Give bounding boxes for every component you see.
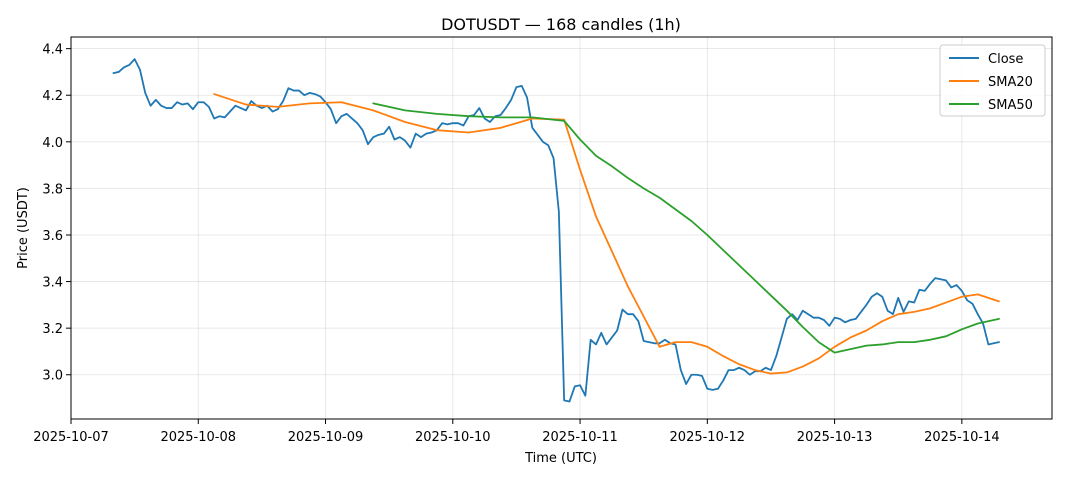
y-tick-label: 3.4 bbox=[42, 276, 63, 291]
legend-label-close: Close bbox=[988, 52, 1023, 67]
y-tick-label: 3.8 bbox=[42, 182, 63, 197]
x-tick-label: 2025-10-08 bbox=[160, 430, 236, 445]
y-axis-title: Price (USDT) bbox=[16, 187, 31, 269]
series-line-sma50 bbox=[372, 102, 1000, 354]
series-line-close bbox=[112, 58, 1000, 403]
plot-frame bbox=[70, 36, 1053, 420]
plot-series bbox=[112, 58, 1000, 403]
chart-title: DOTUSDT — 168 candles (1h) bbox=[441, 15, 681, 34]
x-tick-label: 2025-10-09 bbox=[288, 430, 364, 445]
x-tick-label: 2025-10-13 bbox=[797, 430, 873, 445]
y-tick-label: 4.2 bbox=[42, 89, 63, 104]
x-tick-label: 2025-10-14 bbox=[924, 430, 1000, 445]
y-tick-label: 4.4 bbox=[42, 43, 63, 58]
y-tick-label: 3.2 bbox=[42, 322, 63, 337]
legend-label-sma50: SMA50 bbox=[988, 98, 1033, 113]
x-axis-title: Time (UTC) bbox=[524, 451, 597, 466]
legend: Close SMA20 SMA50 bbox=[939, 44, 1046, 117]
x-axis: 2025-10-07 2025-10-08 2025-10-09 2025-10-10… bbox=[33, 419, 1000, 445]
y-axis: 3.0 3.2 3.4 3.6 3.8 4.0 4.2 4.4 bbox=[42, 43, 71, 384]
x-tick-label: 2025-10-12 bbox=[670, 430, 746, 445]
legend-label-sma20: SMA20 bbox=[988, 75, 1033, 90]
x-tick-label: 2025-10-10 bbox=[415, 430, 491, 445]
legend-box bbox=[939, 44, 1046, 117]
x-tick-label: 2025-10-07 bbox=[33, 430, 109, 445]
y-tick-label: 3.6 bbox=[42, 229, 63, 244]
y-tick-label: 4.0 bbox=[42, 136, 63, 151]
grid bbox=[70, 37, 1052, 419]
series-line-sma20 bbox=[213, 93, 1000, 375]
y-tick-label: 3.0 bbox=[42, 369, 63, 384]
x-tick-label: 2025-10-11 bbox=[542, 430, 618, 445]
